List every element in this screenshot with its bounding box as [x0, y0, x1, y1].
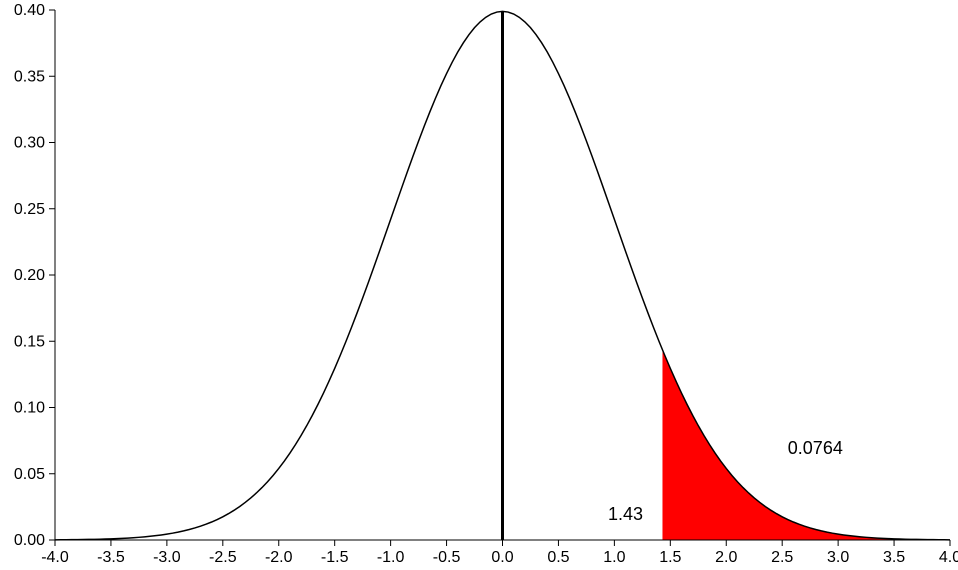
y-tick-label: 0.05 [14, 466, 45, 483]
x-tick-label: -3.5 [97, 549, 125, 566]
y-tick-label: 0.30 [14, 135, 45, 152]
x-tick-label: 3.0 [827, 549, 849, 566]
chart-svg: -4.0 -3.5 -3.0 -2.5 -2.0 -1.5 -1.0 -0.5 0.0 0.5 1.… [0, 0, 958, 570]
x-tick-label: -0.5 [433, 549, 461, 566]
y-tick-label: 0.40 [14, 2, 45, 19]
x-tick-label: 4.0 [939, 549, 958, 566]
x-tick-label: 3.5 [883, 549, 905, 566]
chart-annotation: 0.0764 [788, 438, 843, 458]
y-tick-label: 0.20 [14, 267, 45, 284]
chart-annotation: 1.43 [608, 504, 643, 524]
x-tick-label: 1.0 [603, 549, 625, 566]
y-tick-label: 0.15 [14, 333, 45, 350]
x-tick-label: 0.0 [491, 549, 513, 566]
x-tick-label: 2.5 [771, 549, 793, 566]
x-tick-label: 2.0 [715, 549, 737, 566]
x-tick-label: 0.5 [547, 549, 569, 566]
x-tick-label: -4.0 [41, 549, 69, 566]
x-tick-label: -2.0 [265, 549, 293, 566]
y-tick-label: 0.35 [14, 68, 45, 85]
x-tick-label: -3.0 [153, 549, 181, 566]
y-tick-label: 0.10 [14, 400, 45, 417]
y-tick-label: 0.00 [14, 532, 45, 549]
x-tick-label: -1.0 [377, 549, 405, 566]
x-tick-label: 1.5 [659, 549, 681, 566]
x-tick-label: -1.5 [321, 549, 349, 566]
y-tick-label: 0.25 [14, 201, 45, 218]
normal-distribution-chart: -4.0 -3.5 -3.0 -2.5 -2.0 -1.5 -1.0 -0.5 0.0 0.5 1.… [0, 0, 958, 570]
x-tick-label: -2.5 [209, 549, 237, 566]
